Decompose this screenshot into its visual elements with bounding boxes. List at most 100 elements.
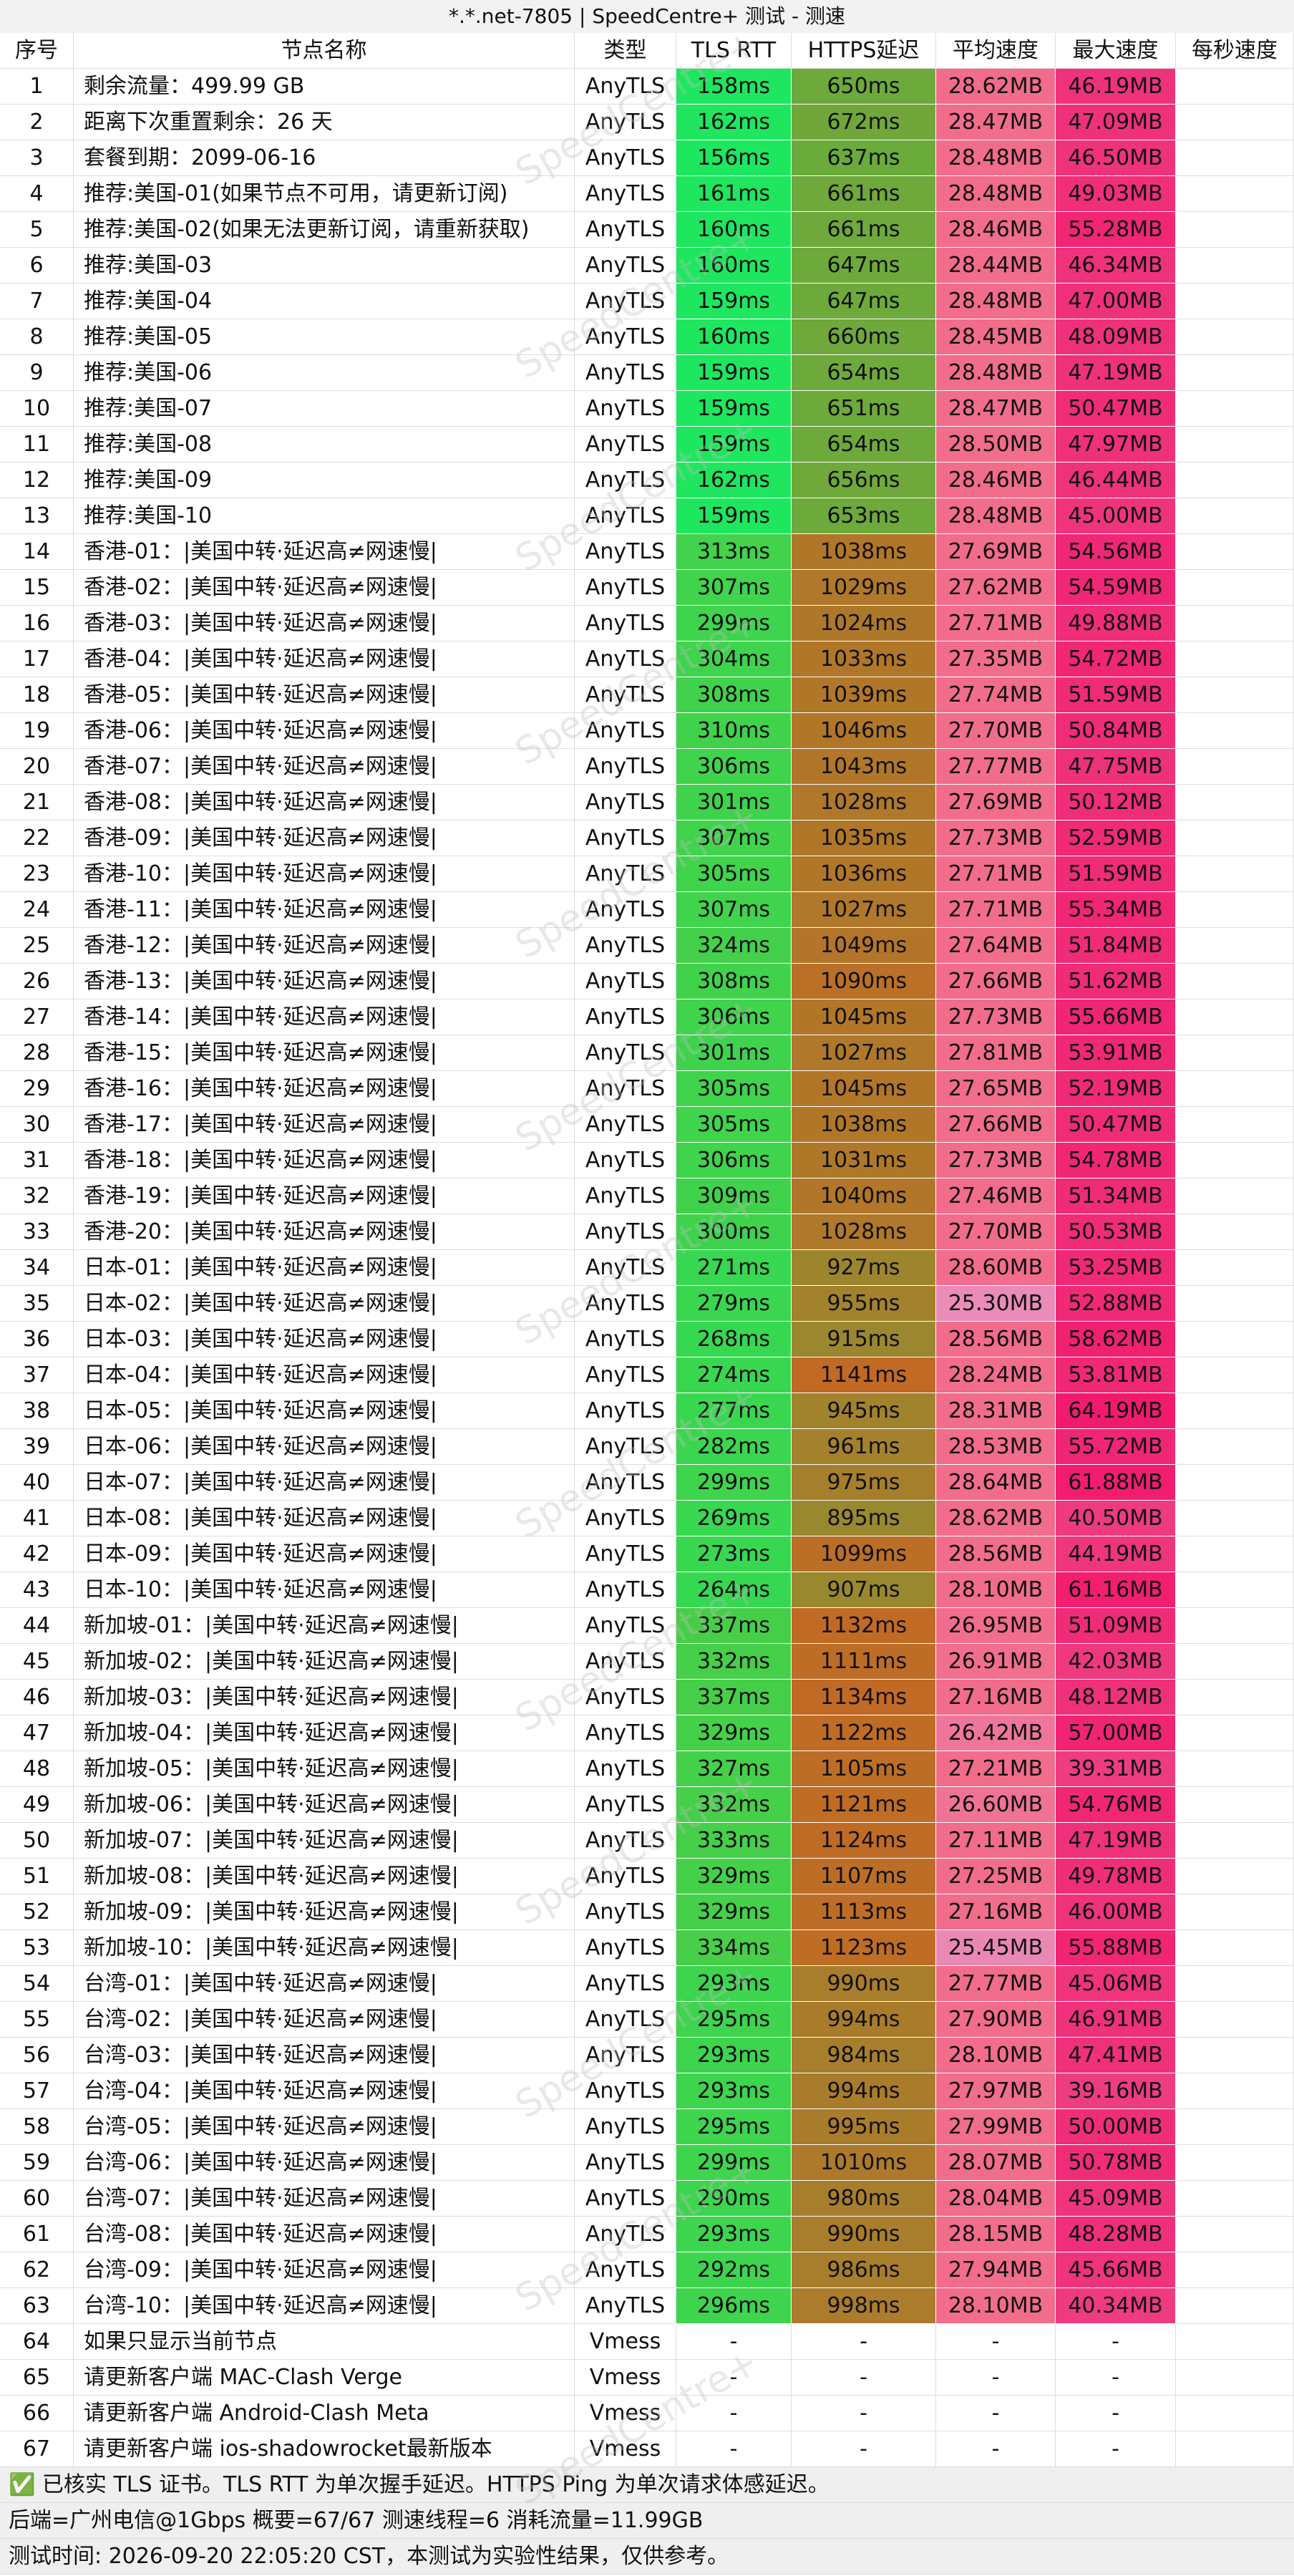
speed-sparkline-cell xyxy=(1176,1751,1294,1787)
cell: AnyTLS xyxy=(575,570,676,606)
cell: 28.47MB xyxy=(936,105,1056,140)
cell: 54.76MB xyxy=(1056,1787,1176,1823)
speed-sparkline-cell xyxy=(1176,391,1294,427)
cell: 27.69MB xyxy=(936,534,1056,570)
column-header: 每秒速度 xyxy=(1176,33,1294,69)
cell: 28.04MB xyxy=(936,2181,1056,2217)
cell: 50.53MB xyxy=(1056,1214,1176,1250)
cell: AnyTLS xyxy=(575,749,676,785)
cell: 301ms xyxy=(676,785,792,820)
cell: - xyxy=(1056,2360,1176,2396)
node-name: 台湾-04：|美国中转·延迟高≠网速慢| xyxy=(74,2073,575,2109)
node-name: 香港-05：|美国中转·延迟高≠网速慢| xyxy=(74,677,575,713)
node-name: 香港-17：|美国中转·延迟高≠网速慢| xyxy=(74,1107,575,1143)
speed-sparkline-cell xyxy=(1176,785,1294,820)
cell: 647ms xyxy=(792,248,936,284)
cell: 53 xyxy=(0,1930,74,1966)
cell: 45.09MB xyxy=(1056,2181,1176,2217)
node-name: 香港-12：|美国中转·延迟高≠网速慢| xyxy=(74,928,575,964)
node-name: 新加坡-08：|美国中转·延迟高≠网速慢| xyxy=(74,1859,575,1894)
speed-sparkline-cell xyxy=(1176,1608,1294,1644)
cell: 1028ms xyxy=(792,1214,936,1250)
cell: AnyTLS xyxy=(575,1214,676,1250)
cell: Vmess xyxy=(575,2360,676,2396)
cell: 25.45MB xyxy=(936,1930,1056,1966)
node-name: 剩余流量：499.99 GB xyxy=(74,69,575,105)
node-name: 香港-20：|美国中转·延迟高≠网速慢| xyxy=(74,1214,575,1250)
cell: 50.12MB xyxy=(1056,785,1176,820)
cell: 47.19MB xyxy=(1056,355,1176,391)
cell: - xyxy=(936,2360,1056,2396)
speed-sparkline-cell xyxy=(1176,2288,1294,2324)
cell: 1132ms xyxy=(792,1608,936,1644)
speed-sparkline-cell xyxy=(1176,69,1294,105)
speed-sparkline-cell xyxy=(1176,820,1294,856)
speed-sparkline-cell xyxy=(1176,677,1294,713)
speed-sparkline-cell xyxy=(1176,1322,1294,1357)
cell: 927ms xyxy=(792,1250,936,1286)
node-name: 香港-03：|美国中转·延迟高≠网速慢| xyxy=(74,606,575,641)
speed-sparkline-cell xyxy=(1176,856,1294,892)
cell: 660ms xyxy=(792,319,936,355)
cell: 1105ms xyxy=(792,1751,936,1787)
cell: 28.46MB xyxy=(936,212,1056,248)
cell: 53.91MB xyxy=(1056,1035,1176,1071)
cell: 264ms xyxy=(676,1572,792,1608)
cell: 299ms xyxy=(676,1465,792,1501)
cell: 49.78MB xyxy=(1056,1859,1176,1894)
cell: AnyTLS xyxy=(575,1608,676,1644)
cell: 53.25MB xyxy=(1056,1250,1176,1286)
cell: 990ms xyxy=(792,1966,936,2002)
cell: 994ms xyxy=(792,2073,936,2109)
cell: 307ms xyxy=(676,570,792,606)
cell: 306ms xyxy=(676,749,792,785)
cell: AnyTLS xyxy=(575,2038,676,2073)
cell: 45.06MB xyxy=(1056,1966,1176,2002)
cell: 46.50MB xyxy=(1056,140,1176,176)
cell: Vmess xyxy=(575,2396,676,2431)
speed-sparkline-cell xyxy=(1176,355,1294,391)
cell: 44.19MB xyxy=(1056,1536,1176,1572)
cell: 295ms xyxy=(676,2109,792,2145)
speed-sparkline-cell xyxy=(1176,1715,1294,1751)
cell: 672ms xyxy=(792,105,936,140)
speed-sparkline-cell xyxy=(1176,105,1294,140)
cell: 55.66MB xyxy=(1056,999,1176,1035)
speed-sparkline-cell xyxy=(1176,2396,1294,2431)
cell: 18 xyxy=(0,677,74,713)
cell: AnyTLS xyxy=(575,1071,676,1107)
node-name: 推荐:美国-07 xyxy=(74,391,575,427)
cell: 49.03MB xyxy=(1056,176,1176,212)
cell: AnyTLS xyxy=(575,1823,676,1859)
cell: - xyxy=(792,2431,936,2467)
cell: AnyTLS xyxy=(575,1680,676,1715)
cell: 49 xyxy=(0,1787,74,1823)
cell: 66 xyxy=(0,2396,74,2431)
cell: 269ms xyxy=(676,1501,792,1536)
cell: 54 xyxy=(0,1966,74,2002)
cell: 54.72MB xyxy=(1056,641,1176,677)
speed-sparkline-cell xyxy=(1176,427,1294,463)
footer-line: ✅ 已核实 TLS 证书。TLS RTT 为单次握手延迟。HTTPS Ping … xyxy=(0,2467,1294,2503)
cell: 27.77MB xyxy=(936,1966,1056,2002)
cell: 647ms xyxy=(792,284,936,319)
footer-line: 测试时间: 2026-09-20 22:05:20 CST，本测试为实验性结果，… xyxy=(0,2539,1294,2575)
node-name: 推荐:美国-08 xyxy=(74,427,575,463)
cell: 28.15MB xyxy=(936,2217,1056,2252)
cell: AnyTLS xyxy=(575,820,676,856)
cell: 19 xyxy=(0,713,74,749)
node-name: 推荐:美国-01(如果节点不可用，请更新订阅) xyxy=(74,176,575,212)
speed-sparkline-cell xyxy=(1176,1787,1294,1823)
cell: 28.62MB xyxy=(936,69,1056,105)
cell: 337ms xyxy=(676,1608,792,1644)
cell: 11 xyxy=(0,427,74,463)
node-name: 新加坡-01：|美国中转·延迟高≠网速慢| xyxy=(74,1608,575,1644)
cell: 45 xyxy=(0,1644,74,1680)
cell: AnyTLS xyxy=(575,1465,676,1501)
cell: 34 xyxy=(0,1250,74,1286)
cell: 51.59MB xyxy=(1056,856,1176,892)
cell: 160ms xyxy=(676,319,792,355)
cell: 1045ms xyxy=(792,999,936,1035)
cell: 329ms xyxy=(676,1894,792,1930)
speed-sparkline-cell xyxy=(1176,713,1294,749)
